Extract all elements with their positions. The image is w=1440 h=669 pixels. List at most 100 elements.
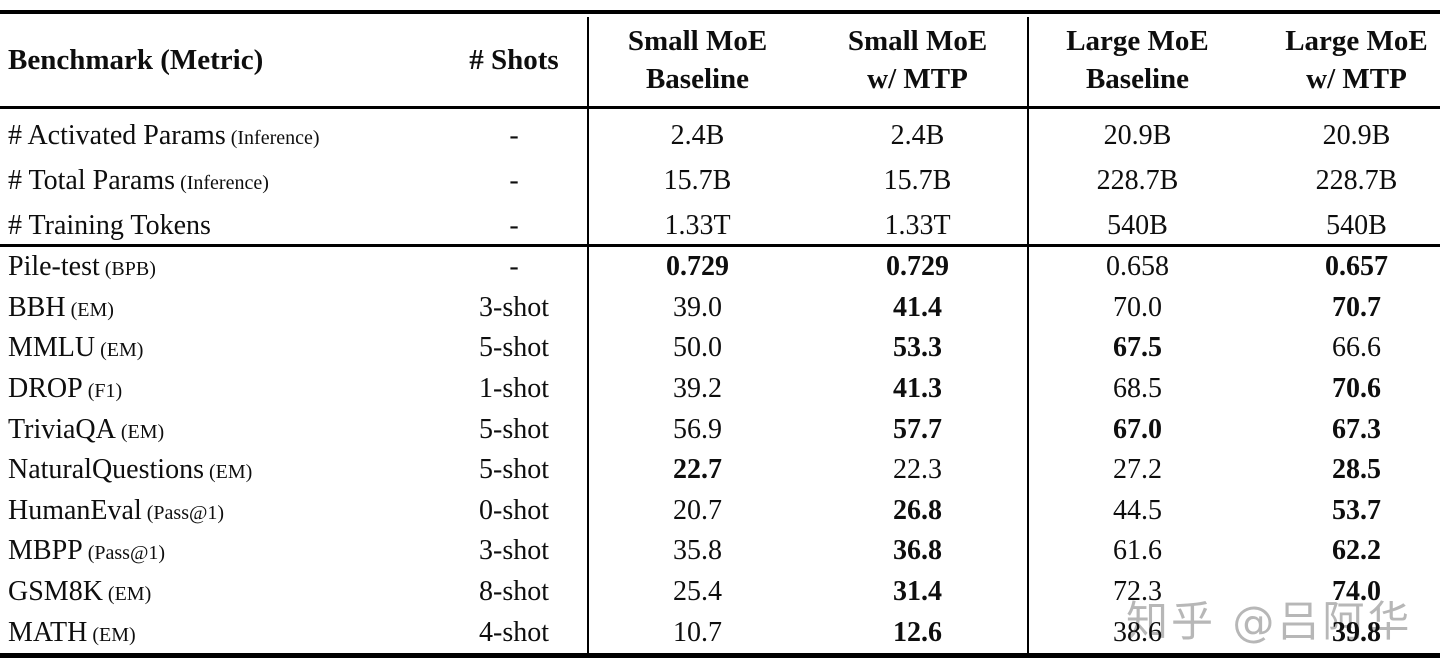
benchmark-cell: # Activated Params (Inference) xyxy=(0,120,440,152)
value-small-moe-baseline: 2.4B xyxy=(670,119,725,151)
shots-cell: 3-shot xyxy=(479,291,549,323)
metric-label: (EM) xyxy=(107,583,152,606)
top-rule xyxy=(0,10,1440,14)
value-small-moe-mtp: 41.4 xyxy=(893,291,942,323)
value-small-moe-baseline: 50.0 xyxy=(673,332,722,364)
table-row: HumanEval (Pass@1) 0-shot 20.7 26.8 44.5 … xyxy=(0,491,1440,532)
header-small-moe-baseline: Small MoE Baseline xyxy=(588,22,807,98)
benchmark-label: # Activated Params xyxy=(8,119,226,151)
bottom-rule xyxy=(0,653,1440,658)
value-large-moe-mtp: 70.7 xyxy=(1332,291,1381,323)
shots-cell: 0-shot xyxy=(479,494,549,526)
table-row: DROP (F1) 1-shot 39.2 41.3 68.5 70.6 xyxy=(0,369,1440,410)
shots-cell: 8-shot xyxy=(479,576,549,608)
value-large-moe-mtp: 62.2 xyxy=(1332,535,1381,567)
value-large-moe-baseline: 540B xyxy=(1107,209,1168,241)
benchmark-label: GSM8K xyxy=(8,576,103,608)
watermark: 知乎 @吕阿华 xyxy=(1126,597,1413,646)
header-divider-rule xyxy=(0,106,1440,109)
value-small-moe-mtp: 12.6 xyxy=(893,616,942,648)
value-small-moe-baseline: 56.9 xyxy=(673,413,722,445)
table-row: # Total Params (Inference) - 15.7B 15.7B … xyxy=(0,158,1440,203)
header-shots: # Shots xyxy=(469,43,559,76)
section-divider-rule xyxy=(0,244,1440,247)
header-large-moe-baseline: Large MoE Baseline xyxy=(1028,22,1247,98)
value-small-moe-mtp: 22.3 xyxy=(893,454,942,486)
metric-label: (Inference) xyxy=(230,126,320,149)
header-benchmark-metric: Benchmark (Metric) xyxy=(8,43,264,76)
value-large-moe-baseline: 61.6 xyxy=(1113,535,1162,567)
value-large-moe-baseline: 27.2 xyxy=(1113,454,1162,486)
benchmark-cell: NaturalQuestions (EM) xyxy=(0,454,440,486)
metric-label: (Pass@1) xyxy=(87,542,166,565)
value-large-moe-mtp: 0.657 xyxy=(1325,251,1388,283)
benchmark-cell: Pile-test (BPB) xyxy=(0,251,440,283)
vertical-rule-right xyxy=(1027,17,1029,653)
table-row: MATH (EM) 4-shot 10.7 12.6 38.6 39.8 xyxy=(0,612,1440,653)
benchmark-label: # Training Tokens xyxy=(8,209,211,241)
header-line1: Large MoE xyxy=(1285,25,1428,57)
benchmark-label: MMLU xyxy=(8,332,96,364)
header-line1: Small MoE xyxy=(847,25,988,57)
value-small-moe-baseline: 39.0 xyxy=(673,291,722,323)
value-small-moe-mtp: 36.8 xyxy=(893,535,942,567)
metric-label: (EM) xyxy=(70,298,114,321)
shots-cell: 5-shot xyxy=(479,454,549,486)
value-small-moe-mtp: 41.3 xyxy=(893,373,942,405)
shots-cell: 5-shot xyxy=(479,332,549,364)
header-line1: Large MoE xyxy=(1066,25,1209,57)
table-row: BBH (EM) 3-shot 39.0 41.4 70.0 70.7 xyxy=(0,288,1440,329)
value-large-moe-mtp: 66.6 xyxy=(1332,332,1381,364)
benchmark-cell: HumanEval (Pass@1) xyxy=(0,495,440,527)
value-large-moe-baseline: 70.0 xyxy=(1113,291,1162,323)
value-large-moe-baseline: 67.5 xyxy=(1113,332,1162,364)
benchmark-cell: MMLU (EM) xyxy=(0,332,440,364)
metric-label: (Inference) xyxy=(180,171,269,194)
shots-cell: - xyxy=(509,119,519,151)
value-small-moe-baseline: 35.8 xyxy=(673,535,722,567)
value-small-moe-mtp: 53.3 xyxy=(893,332,942,364)
header-line1: Small MoE xyxy=(627,25,768,57)
shots-cell: 1-shot xyxy=(479,373,549,405)
value-large-moe-mtp: 67.3 xyxy=(1332,413,1381,445)
header-line2: Baseline xyxy=(645,63,750,95)
value-large-moe-mtp: 540B xyxy=(1326,209,1387,241)
benchmark-label: MBPP xyxy=(8,535,83,567)
header-line2: w/ MTP xyxy=(867,63,968,95)
table-row: # Activated Params (Inference) - 2.4B 2.4… xyxy=(0,113,1440,158)
benchmark-cell: GSM8K (EM) xyxy=(0,576,440,608)
benchmark-label: Pile-test xyxy=(8,251,100,283)
benchmark-label: BBH xyxy=(8,291,66,323)
value-large-moe-baseline: 68.5 xyxy=(1113,373,1162,405)
benchmark-cell: MATH (EM) xyxy=(0,617,440,649)
benchmark-cell: # Training Tokens xyxy=(0,210,440,242)
value-small-moe-mtp: 15.7B xyxy=(883,164,952,196)
value-large-moe-mtp: 228.7B xyxy=(1315,164,1398,196)
benchmark-cell: # Total Params (Inference) xyxy=(0,165,440,197)
header-large-moe-mtp: Large MoE w/ MTP xyxy=(1247,22,1440,98)
metric-label: (EM) xyxy=(208,461,253,484)
benchmark-label: # Total Params xyxy=(8,164,176,196)
value-large-moe-mtp: 28.5 xyxy=(1332,454,1381,486)
value-large-moe-baseline: 38.6 xyxy=(1113,616,1162,648)
value-large-moe-mtp: 53.7 xyxy=(1332,494,1381,526)
benchmark-label: NaturalQuestions xyxy=(8,454,204,486)
benchmarks-section: Pile-test (BPB) - 0.729 0.729 0.658 0.657… xyxy=(0,247,1440,653)
value-small-moe-baseline: 22.7 xyxy=(673,454,722,486)
table-row: NaturalQuestions (EM) 5-shot 22.7 22.3 27… xyxy=(0,450,1440,491)
value-large-moe-baseline: 44.5 xyxy=(1113,494,1162,526)
value-large-moe-baseline: 228.7B xyxy=(1096,164,1179,196)
benchmark-cell: DROP (F1) xyxy=(0,373,440,405)
shots-cell: - xyxy=(509,164,519,196)
shots-cell: - xyxy=(509,251,519,283)
value-large-moe-mtp: 74.0 xyxy=(1332,576,1381,608)
value-small-moe-baseline: 1.33T xyxy=(664,209,731,241)
value-small-moe-mtp: 1.33T xyxy=(884,209,951,241)
value-large-moe-mtp: 20.9B xyxy=(1322,119,1391,151)
value-large-moe-mtp: 39.8 xyxy=(1332,616,1381,648)
table-header-row: Benchmark (Metric) # Shots Small MoE Bas… xyxy=(0,14,1440,106)
table-row: TriviaQA (EM) 5-shot 56.9 57.7 67.0 67.3 xyxy=(0,409,1440,450)
metric-label: (F1) xyxy=(87,380,123,403)
